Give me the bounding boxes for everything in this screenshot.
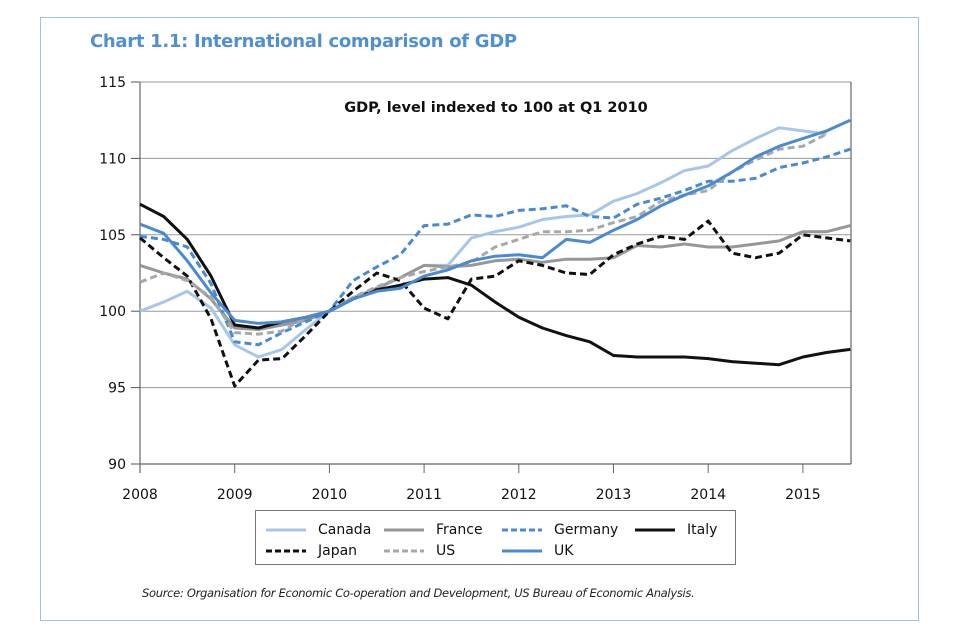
legend-swatch-germany (502, 528, 542, 532)
legend-label: France (436, 522, 483, 538)
x-tick-label: 2014 (690, 487, 726, 503)
chart-title: Chart 1.1: International comparison of G… (90, 31, 517, 52)
y-tick-label: 115 (99, 75, 126, 91)
legend-swatch-us (384, 549, 424, 553)
gridlines (140, 81, 851, 389)
legend-label: Japan (318, 543, 358, 559)
y-tick-label: 110 (99, 151, 126, 167)
legend-item-germany: Germany (502, 521, 618, 539)
legend-swatch-france (384, 528, 424, 532)
legend-item-uk: UK (502, 542, 573, 560)
legend-label: Germany (554, 522, 619, 538)
legend-swatch-japan (266, 549, 306, 553)
legend-swatch-italy (635, 528, 675, 532)
series-line-france (139, 224, 851, 331)
axes: 90 95 100 105 110 115 2008 2009 2010 2011 2012 2013… (99, 75, 852, 503)
series-line-uk (139, 118, 851, 325)
source-note: Source: Organisation for Economic Co-ope… (142, 586, 695, 600)
chart-frame (40, 17, 919, 621)
x-tick-label: 2012 (501, 487, 537, 503)
chart-subtitle: GDP, level indexed to 100 at Q1 2010 (344, 100, 648, 116)
x-tick-label: 2013 (596, 487, 632, 503)
y-tick-label: 90 (108, 457, 126, 473)
x-tick-label: 2010 (312, 487, 348, 503)
legend: Canada France Germany Italy Japan US UK (255, 510, 736, 565)
legend-item-canada: Canada (266, 521, 371, 539)
y-tick-label: 105 (99, 228, 126, 244)
series-line-us (139, 132, 828, 336)
x-tick-label: 2009 (217, 487, 253, 503)
x-tick-label: 2015 (785, 487, 821, 503)
legend-item-japan: Japan (266, 542, 357, 560)
legend-label: UK (554, 543, 574, 559)
series-line-germany (139, 147, 851, 347)
series-line-canada (139, 126, 827, 359)
series-lines (139, 118, 851, 388)
legend-label: Italy (687, 522, 718, 538)
series-line-italy (139, 202, 851, 367)
x-tick-label: 2008 (122, 487, 158, 503)
legend-item-us: US (384, 542, 455, 560)
x-tick-label: 2011 (406, 487, 442, 503)
legend-label: US (436, 543, 456, 559)
legend-item-france: France (384, 521, 483, 539)
legend-swatch-canada (266, 528, 306, 532)
legend-label: Canada (318, 522, 372, 538)
legend-swatch-uk (502, 549, 542, 553)
legend-item-italy: Italy (635, 521, 717, 539)
y-tick-label: 100 (99, 304, 126, 320)
y-tick-label: 95 (108, 381, 126, 397)
